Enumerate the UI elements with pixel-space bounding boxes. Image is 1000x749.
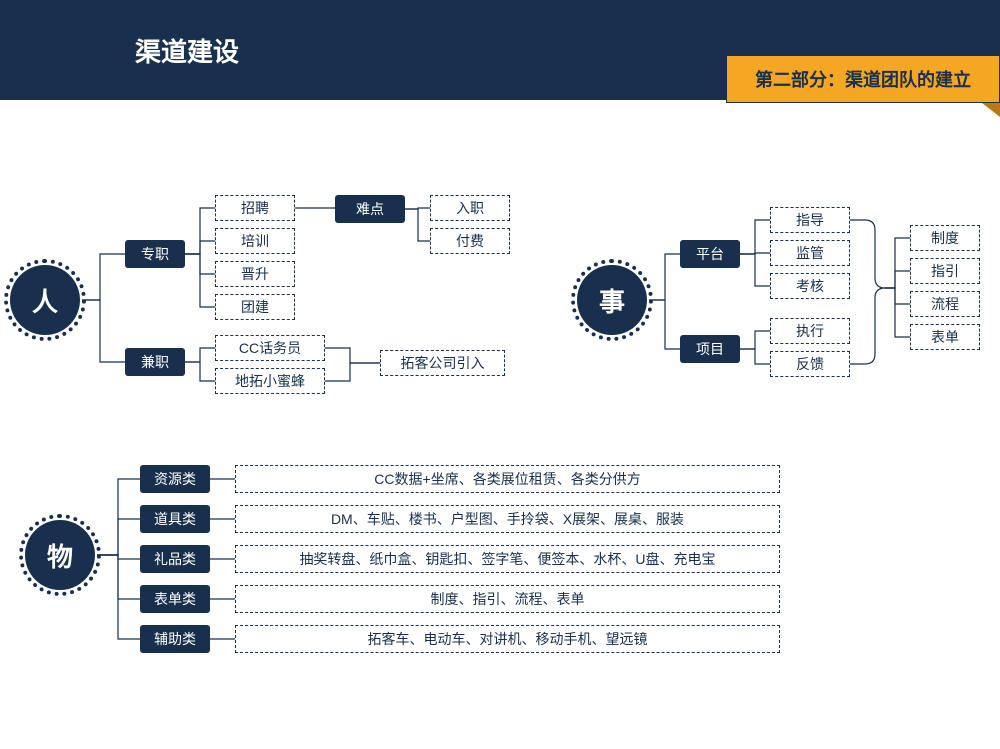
box-zhaopin: 招聘 (215, 195, 295, 221)
box-biaodan: 表单 (910, 324, 980, 350)
wide-ziyuan: CC数据+坐席、各类展位租赁、各类分供方 (235, 465, 780, 493)
node-zhuanzhi: 专职 (125, 240, 185, 268)
circle-wu: 物 (25, 520, 95, 590)
node-xiangmu: 项目 (680, 335, 740, 363)
circle-ren: 人 (10, 265, 80, 335)
box-zhixing: 执行 (770, 318, 850, 344)
box-liucheng: 流程 (910, 291, 980, 317)
box-zhidu: 制度 (910, 225, 980, 251)
box-zhidao: 指导 (770, 207, 850, 233)
wide-daoju: DM、车贴、楼书、户型图、手拎袋、X展架、展桌、服装 (235, 505, 780, 533)
subtitle-wrap: 第二部分：渠道团队的建立 (726, 55, 1000, 103)
circle-shi: 事 (577, 265, 647, 335)
wide-lipin: 抽奖转盘、纸巾盒、钥匙扣、签字笔、便签本、水杯、U盘、充电宝 (235, 545, 780, 573)
box-peixun: 培训 (215, 228, 295, 254)
box-kaohe: 考核 (770, 273, 850, 299)
box-tuanjian: 团建 (215, 294, 295, 320)
page-title: 渠道建设 (135, 32, 239, 69)
node-lipin: 礼品类 (140, 545, 210, 573)
wide-biaodan: 制度、指引、流程、表单 (235, 585, 780, 613)
node-jianzhi: 兼职 (125, 348, 185, 376)
node-biaodanlei: 表单类 (140, 585, 210, 613)
node-fuzhu: 辅助类 (140, 625, 210, 653)
box-cc: CC话务员 (215, 335, 325, 361)
node-nandian: 难点 (335, 195, 405, 223)
box-dituo: 地拓小蜜蜂 (215, 368, 325, 394)
box-zhiyin: 指引 (910, 258, 980, 284)
box-tuoke: 拓客公司引入 (380, 350, 505, 376)
node-daoju: 道具类 (140, 505, 210, 533)
box-jianguan: 监管 (770, 240, 850, 266)
node-pingtai: 平台 (680, 240, 740, 268)
box-fufei: 付费 (430, 228, 510, 254)
node-ziyuan: 资源类 (140, 465, 210, 493)
wide-fuzhu: 拓客车、电动车、对讲机、移动手机、望远镜 (235, 625, 780, 653)
subtitle-skirt (982, 103, 1000, 117)
box-fankui: 反馈 (770, 351, 850, 377)
subtitle: 第二部分：渠道团队的建立 (726, 55, 1000, 103)
box-jinsheng: 晋升 (215, 261, 295, 287)
box-ruzhi: 入职 (430, 195, 510, 221)
